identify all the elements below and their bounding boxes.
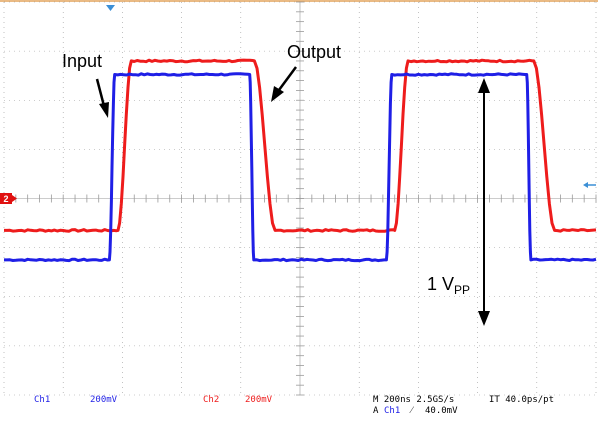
timebase: M 200ns 2.5GS/s <box>373 395 454 405</box>
output-annotation: Output <box>287 42 341 62</box>
vpp-sub: PP <box>454 283 470 297</box>
ch1-scale: 200mV <box>90 395 118 405</box>
vpp-double-arrow <box>478 78 490 326</box>
input-arrow <box>95 78 109 118</box>
trigger-source: Ch1 <box>384 406 400 416</box>
ch1-input-trace <box>4 72 597 263</box>
trigger-position-marker <box>106 5 115 11</box>
graticule <box>3 1 597 396</box>
input-annotation: Input <box>62 51 102 71</box>
vpp-main: 1 V <box>427 274 454 294</box>
ch2-name: Ch2 <box>203 395 219 405</box>
ch2-ref-label: 2 <box>4 194 9 204</box>
ch2-reference-marker: 2 <box>0 193 17 204</box>
trigger-level-marker <box>583 182 596 188</box>
ch2-scale: 200mV <box>245 395 273 405</box>
ch2-output-trace <box>4 58 597 233</box>
trigger-slope: ⁄ <box>409 406 415 416</box>
ch1-name: Ch1 <box>34 395 50 405</box>
vpp-label: 1 VPP <box>427 274 470 297</box>
interpolation: IT 40.0ps/pt <box>489 395 554 405</box>
trigger-level: 40.0mV <box>425 406 458 416</box>
trigger-prefix: A <box>373 406 379 416</box>
status-bar: Ch1 200mV Ch2 200mV M 200ns 2.5GS/s IT 4… <box>34 395 554 416</box>
output-arrow <box>271 66 298 102</box>
